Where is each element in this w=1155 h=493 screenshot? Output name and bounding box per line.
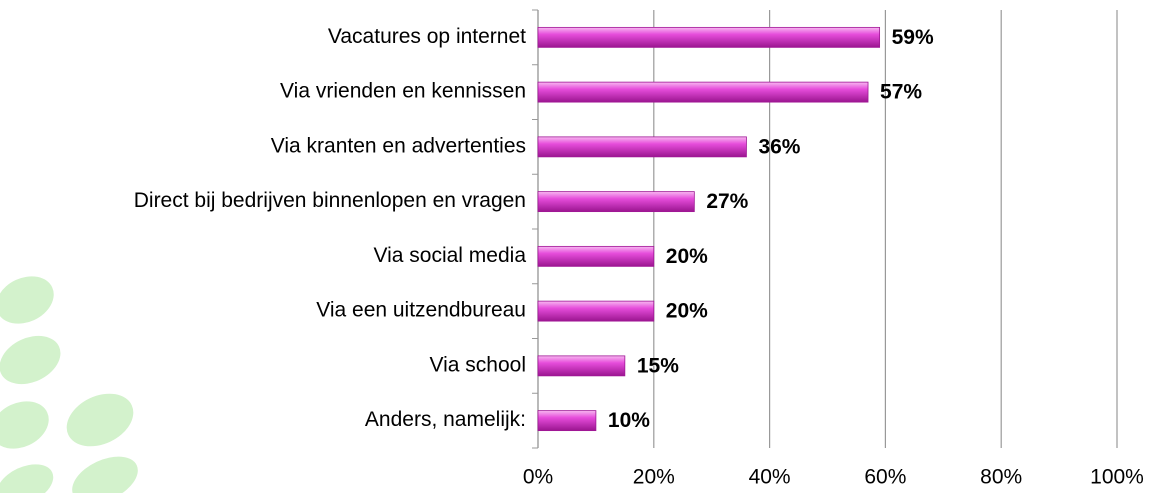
y-tick-label: Anders, namelijk: (365, 408, 526, 431)
y-tick-label: Via kranten en advertenties (271, 134, 526, 157)
data-label: 57% (880, 81, 922, 104)
data-label: 20% (666, 300, 708, 323)
x-tick-label: 100% (1090, 466, 1144, 489)
bar (537, 26, 881, 48)
data-label: 59% (892, 26, 934, 49)
bar (537, 300, 655, 322)
y-tick-label: Via een uitzendbureau (316, 299, 526, 322)
x-tick-label: 0% (523, 466, 553, 489)
y-tick-label: Via school (429, 353, 526, 376)
bar (537, 81, 869, 103)
data-label: 10% (608, 409, 650, 432)
x-tick-label: 80% (980, 466, 1022, 489)
bar (537, 245, 655, 267)
bar (537, 136, 747, 158)
data-label: 20% (666, 245, 708, 268)
y-tick-label: Direct bij bedrijven binnenlopen en vrag… (134, 189, 526, 212)
y-tick-label: Vacatures op internet (328, 25, 526, 48)
y-tick-label: Via social media (373, 244, 526, 267)
data-label: 15% (637, 354, 679, 377)
x-tick-label: 20% (633, 466, 675, 489)
data-label: 27% (706, 190, 748, 213)
bar (537, 191, 695, 213)
bar (537, 355, 626, 377)
x-tick-label: 40% (749, 466, 791, 489)
x-tick-label: 60% (864, 466, 906, 489)
decoration (0, 276, 138, 493)
data-label: 36% (758, 135, 800, 158)
bar (537, 410, 597, 432)
y-tick-label: Via vrienden en kennissen (280, 80, 526, 103)
